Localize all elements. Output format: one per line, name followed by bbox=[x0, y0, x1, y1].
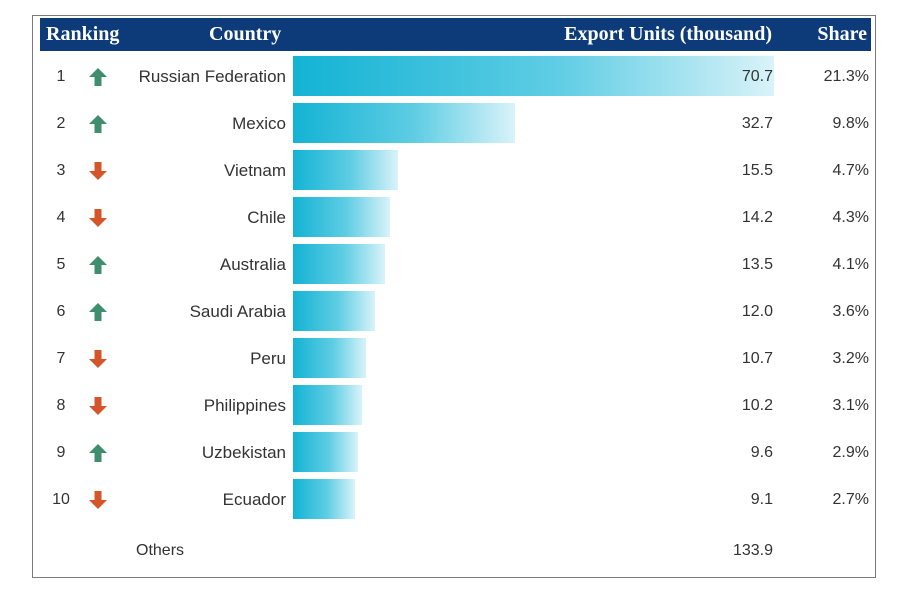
trend-down-arrow-icon bbox=[89, 397, 107, 415]
country-label: Philippines bbox=[203, 396, 286, 415]
others-value: 133.9 bbox=[732, 542, 773, 559]
rank-label: 7 bbox=[56, 350, 66, 367]
value-label: 14.2 bbox=[741, 209, 773, 226]
share-label: 3.1% bbox=[832, 397, 869, 414]
bar bbox=[293, 479, 355, 519]
header-country: Country bbox=[209, 23, 282, 45]
table-row: 1 Russian Federation 70.7 21.3% bbox=[40, 54, 871, 100]
value-label: 15.5 bbox=[741, 162, 773, 179]
country-label: Vietnam bbox=[223, 161, 286, 180]
value-label: 10.2 bbox=[741, 397, 773, 414]
share-label: 21.3% bbox=[823, 68, 869, 85]
header-export-units: Export Units (thousand) bbox=[564, 23, 772, 45]
country-label: Chile bbox=[247, 208, 286, 227]
others-label: Others bbox=[136, 542, 185, 559]
rank-label: 1 bbox=[56, 68, 66, 85]
table-row: 9 Uzbekistan 9.6 2.9% bbox=[40, 430, 871, 476]
others-row: Others 133.9 bbox=[40, 532, 871, 572]
table-header: Ranking Country Export Units (thousand) … bbox=[40, 18, 871, 51]
trend-down-arrow-icon bbox=[89, 491, 107, 509]
rank-label: 4 bbox=[56, 209, 66, 226]
country-label: Uzbekistan bbox=[201, 443, 286, 462]
rank-label: 10 bbox=[52, 491, 70, 508]
trend-up-arrow-icon bbox=[89, 444, 107, 462]
country-label: Peru bbox=[250, 349, 286, 368]
bar bbox=[293, 385, 362, 425]
table-row: 5 Australia 13.5 4.1% bbox=[40, 242, 871, 288]
bar bbox=[293, 244, 385, 284]
country-label: Saudi Arabia bbox=[189, 302, 286, 321]
trend-down-arrow-icon bbox=[89, 209, 107, 227]
trend-up-arrow-icon bbox=[89, 256, 107, 274]
share-label: 4.3% bbox=[832, 209, 869, 226]
country-label: Australia bbox=[219, 255, 286, 274]
bar bbox=[293, 291, 375, 331]
value-label: 70.7 bbox=[741, 68, 773, 85]
table-row: 7 Peru 10.7 3.2% bbox=[40, 336, 871, 382]
trend-down-arrow-icon bbox=[89, 350, 107, 368]
share-label: 9.8% bbox=[832, 115, 869, 132]
rank-label: 3 bbox=[56, 162, 66, 179]
table-row: 8 Philippines 10.2 3.1% bbox=[40, 383, 871, 429]
bar bbox=[293, 150, 398, 190]
table-row: 4 Chile 14.2 4.3% bbox=[40, 195, 871, 241]
header-share: Share bbox=[817, 23, 867, 45]
bar bbox=[293, 103, 515, 143]
trend-up-arrow-icon bbox=[89, 303, 107, 321]
table-row: 10 Ecuador 9.1 2.7% bbox=[40, 477, 871, 523]
country-label: Russian Federation bbox=[138, 67, 286, 86]
trend-up-arrow-icon bbox=[89, 115, 107, 133]
value-label: 9.1 bbox=[750, 491, 773, 508]
table-row: 6 Saudi Arabia 12.0 3.6% bbox=[40, 289, 871, 335]
share-label: 3.2% bbox=[832, 350, 869, 367]
rank-label: 9 bbox=[56, 444, 66, 461]
share-label: 2.9% bbox=[832, 444, 869, 461]
table-row: 3 Vietnam 15.5 4.7% bbox=[40, 148, 871, 194]
value-label: 10.7 bbox=[741, 350, 773, 367]
rank-label: 8 bbox=[56, 397, 66, 414]
value-label: 13.5 bbox=[741, 256, 773, 273]
bar bbox=[293, 197, 390, 237]
value-label: 32.7 bbox=[741, 115, 773, 132]
rank-label: 6 bbox=[56, 303, 66, 320]
country-label: Mexico bbox=[232, 114, 286, 133]
share-label: 3.6% bbox=[832, 303, 869, 320]
bar bbox=[293, 338, 366, 378]
bar bbox=[293, 432, 358, 472]
trend-up-arrow-icon bbox=[89, 68, 107, 86]
value-label: 12.0 bbox=[741, 303, 773, 320]
share-label: 4.7% bbox=[832, 162, 869, 179]
table-row: 2 Mexico 32.7 9.8% bbox=[40, 101, 871, 147]
country-label: Ecuador bbox=[222, 490, 286, 509]
bar bbox=[293, 56, 774, 96]
share-label: 2.7% bbox=[832, 491, 869, 508]
rank-label: 2 bbox=[56, 115, 66, 132]
share-label: 4.1% bbox=[832, 256, 869, 273]
trend-down-arrow-icon bbox=[89, 162, 107, 180]
rank-label: 5 bbox=[56, 256, 66, 273]
value-label: 9.6 bbox=[750, 444, 773, 461]
header-ranking: Ranking bbox=[46, 23, 120, 45]
